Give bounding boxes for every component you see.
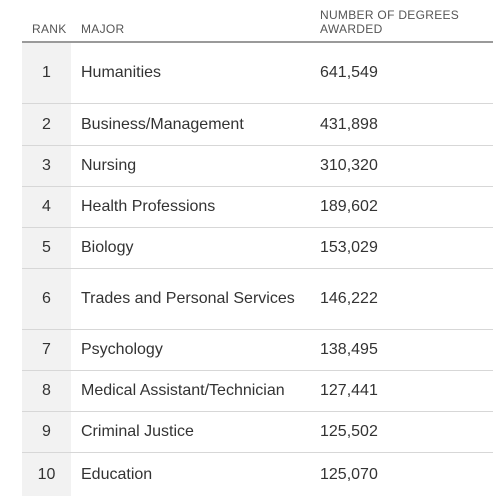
degrees-cell: 189,602 xyxy=(320,198,378,215)
rank-cell: 6 xyxy=(22,269,71,329)
major-cell: Psychology xyxy=(81,341,163,358)
rank-cell: 1 xyxy=(22,43,71,103)
table-row: 3 Nursing 310,320 xyxy=(22,146,493,187)
table-row: 2 Business/Management 431,898 xyxy=(22,104,493,146)
major-cell: Nursing xyxy=(81,157,137,174)
degrees-table: RANK MAJOR NUMBER OF DEGREES AWARDED 1 H… xyxy=(22,0,493,496)
degrees-cell: 310,320 xyxy=(320,157,378,174)
major-cell: Medical Assistant/Technician xyxy=(81,382,285,399)
rank-cell: 7 xyxy=(22,330,71,370)
rank-column-header: RANK xyxy=(32,22,67,36)
major-cell: Education xyxy=(81,465,153,483)
rank-cell: 9 xyxy=(22,412,71,452)
degrees-cell: 153,029 xyxy=(320,239,378,256)
table-row: 7 Psychology 138,495 xyxy=(22,330,493,371)
major-cell: Biology xyxy=(81,239,134,256)
rank-cell: 8 xyxy=(22,371,71,411)
degrees-column-header: NUMBER OF DEGREES AWARDED xyxy=(320,8,460,36)
major-cell: Trades and Personal Services xyxy=(81,290,295,307)
table-row: 8 Medical Assistant/Technician 127,441 xyxy=(22,371,493,412)
rank-cell: 4 xyxy=(22,187,71,227)
major-cell: Business/Management xyxy=(81,115,244,133)
degrees-cell: 431,898 xyxy=(320,115,378,133)
table-row: 4 Health Professions 189,602 xyxy=(22,187,493,228)
rank-cell: 5 xyxy=(22,228,71,268)
degrees-cell: 125,070 xyxy=(320,465,378,483)
rank-cell: 2 xyxy=(22,104,71,145)
major-column-header: MAJOR xyxy=(81,22,125,36)
table-row: 6 Trades and Personal Services 146,222 xyxy=(22,269,493,330)
degrees-cell: 125,502 xyxy=(320,423,378,440)
table-row: 5 Biology 153,029 xyxy=(22,228,493,269)
table-header: RANK MAJOR NUMBER OF DEGREES AWARDED xyxy=(22,0,493,43)
table-row: 9 Criminal Justice 125,502 xyxy=(22,412,493,453)
table-row: 1 Humanities 641,549 xyxy=(22,43,493,104)
degrees-cell: 146,222 xyxy=(320,290,378,307)
degrees-cell: 127,441 xyxy=(320,382,378,399)
degrees-cell: 138,495 xyxy=(320,341,378,358)
major-cell: Criminal Justice xyxy=(81,423,194,440)
table-row: 10 Education 125,070 xyxy=(22,453,493,496)
major-cell: Humanities xyxy=(81,64,162,81)
rank-cell: 10 xyxy=(22,453,71,496)
rank-cell: 3 xyxy=(22,146,71,186)
major-cell: Health Professions xyxy=(81,198,216,215)
degrees-cell: 641,549 xyxy=(320,64,378,81)
